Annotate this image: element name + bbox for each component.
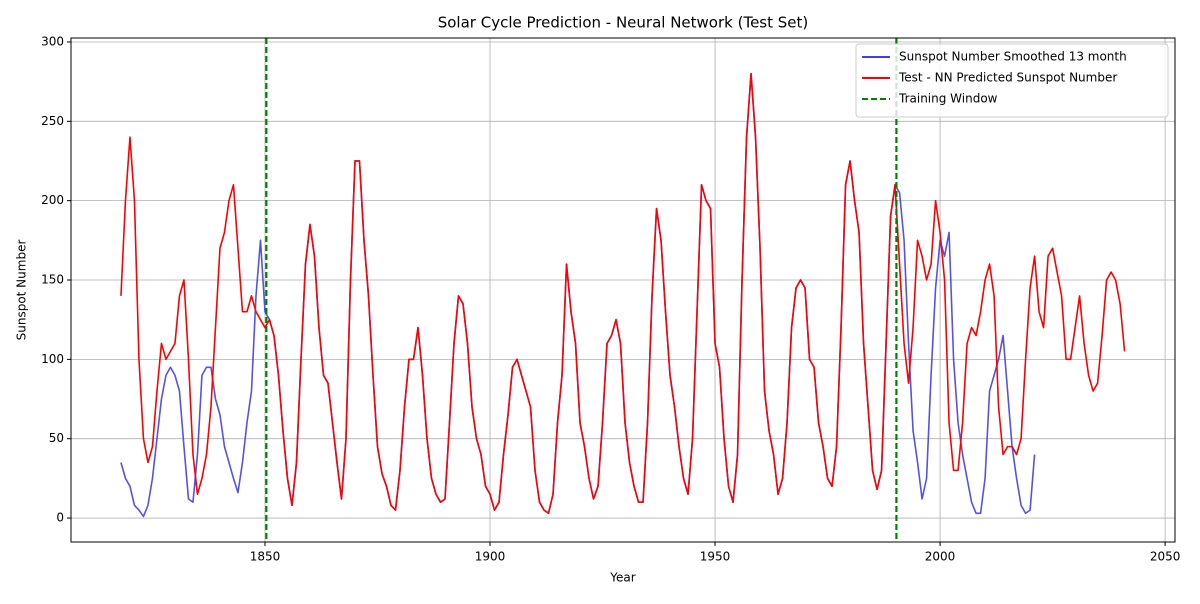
legend-label: Training Window bbox=[898, 92, 998, 106]
y-tick-label: 300 bbox=[41, 34, 64, 48]
x-tick-label: 2050 bbox=[1150, 550, 1181, 564]
x-tick-label: 2000 bbox=[925, 550, 956, 564]
x-axis-label: Year bbox=[609, 571, 635, 585]
y-tick-label: 250 bbox=[41, 114, 64, 128]
y-tick-label: 0 bbox=[56, 511, 64, 525]
series-line bbox=[120, 72, 1126, 515]
plot-frame bbox=[70, 37, 1176, 543]
legend-label: Test - NN Predicted Sunspot Number bbox=[898, 71, 1117, 85]
x-tick-label: 1850 bbox=[250, 550, 281, 564]
legend-label: Sunspot Number Smoothed 13 month bbox=[899, 50, 1127, 64]
y-tick-label: 100 bbox=[41, 352, 64, 366]
y-tick-label: 150 bbox=[41, 273, 64, 287]
legend: Sunspot Number Smoothed 13 month Test - N… bbox=[855, 43, 1169, 118]
y-tick-label: 50 bbox=[49, 431, 64, 445]
x-tick-label: 1900 bbox=[475, 550, 506, 564]
x-tick-label: 1950 bbox=[700, 550, 731, 564]
y-tick-label: 200 bbox=[41, 193, 64, 207]
chart-title: Solar Cycle Prediction - Neural Network … bbox=[438, 14, 809, 32]
legend-box bbox=[855, 43, 1169, 118]
y-axis-label: Sunspot Number bbox=[15, 240, 29, 341]
